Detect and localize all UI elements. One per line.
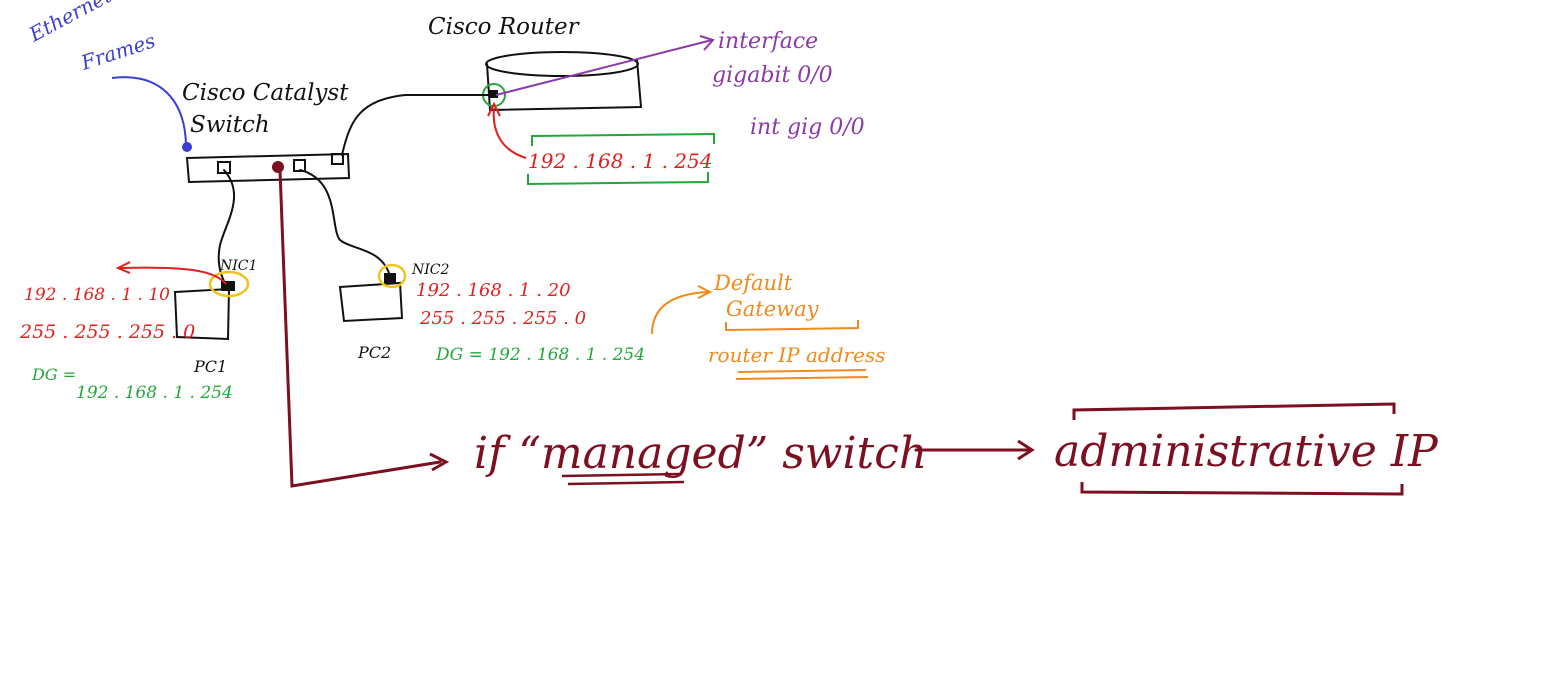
ethernet-frames-arrow — [111, 76, 187, 149]
router-ip-arrow — [492, 107, 527, 159]
management-line-head — [429, 452, 450, 472]
switch-body — [185, 152, 351, 184]
pc1-ip-arrow — [119, 266, 227, 285]
ethernet-label: Ethernet — [24, 0, 116, 47]
managed-prefix: if “ — [474, 428, 541, 479]
router-ip-address-label: router IP address — [708, 343, 885, 367]
switch-label-line2: Switch — [190, 112, 270, 138]
cable-switch-router — [341, 94, 491, 156]
pc1-label: PC1 — [193, 357, 227, 376]
default-gateway-arrow-head — [697, 285, 713, 299]
pc2-dg-label: DG = 192 . 168 . 1 . 254 — [435, 345, 645, 365]
router-ip-arrow-head — [487, 101, 501, 117]
pc1-dg-label: DG = — [31, 365, 76, 384]
interface-label-line2: gigabit 0/0 — [712, 63, 833, 88]
router-ip-bracket-top — [531, 132, 715, 146]
interface-arrow-head — [699, 35, 715, 51]
pc2-label: PC2 — [357, 343, 391, 362]
administrative-ip-label: administrative IP — [1054, 426, 1439, 477]
interface-label-line1: interface — [718, 29, 818, 54]
router-ip-address-underline-2 — [735, 376, 869, 380]
cable-switch-pc2 — [299, 169, 391, 277]
router-ip-bracket-bottom — [527, 172, 709, 186]
managed-underline-2 — [567, 480, 685, 486]
router-device — [485, 51, 643, 112]
switch-management-port — [272, 161, 284, 173]
admin-ip-arrow-head — [1017, 439, 1035, 461]
managed-switch-label: if “managed” switch — [474, 428, 927, 479]
interface-arrow — [495, 39, 713, 96]
nic1-label: NIC1 — [219, 258, 257, 274]
admin-ip-bracket-bottom — [1080, 482, 1404, 496]
default-gateway-line1: Default — [713, 271, 793, 295]
nic2-highlight — [377, 263, 407, 289]
default-gateway-line2: Gateway — [726, 297, 820, 321]
managed-word: managed — [541, 428, 746, 479]
pc1-mask-label: 255 . 255 . 255 . 0 — [19, 321, 195, 343]
frames-label: Frames — [77, 28, 158, 75]
switch-label-line1: Cisco Catalyst — [182, 80, 349, 106]
switch-port-1 — [217, 161, 231, 174]
router-ip-label: 192 . 168 . 1 . 254 — [528, 149, 712, 173]
pc1-nic — [221, 281, 235, 291]
pc2-mask-label: 255 . 255 . 255 . 0 — [419, 308, 586, 329]
pc1-dg-value: 192 . 168 . 1 . 254 — [76, 383, 233, 403]
pc1-ip-arrow-head — [115, 261, 131, 274]
int-gig-label: int gig 0/0 — [750, 115, 865, 140]
router-label: Cisco Router — [428, 14, 581, 40]
pc2-ip-label: 192 . 168 . 1 . 20 — [416, 280, 571, 301]
managed-underline-1 — [561, 472, 683, 478]
router-top — [485, 51, 639, 77]
pc2-device — [338, 281, 404, 323]
management-line — [278, 168, 442, 488]
pc2-nic — [384, 273, 396, 284]
default-gateway-underline — [725, 320, 859, 332]
switch-device — [185, 152, 351, 184]
nic2-label: NIC2 — [411, 262, 449, 278]
admin-ip-bracket-top — [1072, 402, 1396, 420]
pc1-ip-label: 192 . 168 . 1 . 10 — [24, 285, 170, 305]
switch-port-2 — [293, 159, 306, 172]
router-body — [486, 59, 643, 112]
switch-port-uplink — [331, 153, 344, 165]
nic1-highlight — [208, 270, 250, 298]
router-port — [489, 90, 498, 98]
cable-switch-pc1 — [217, 169, 235, 286]
router-ip-address-underline-1 — [737, 369, 867, 373]
managed-suffix: ” switch — [746, 428, 927, 479]
default-gateway-arrow — [651, 291, 709, 335]
ethernet-frames-arrow-head — [182, 142, 192, 152]
